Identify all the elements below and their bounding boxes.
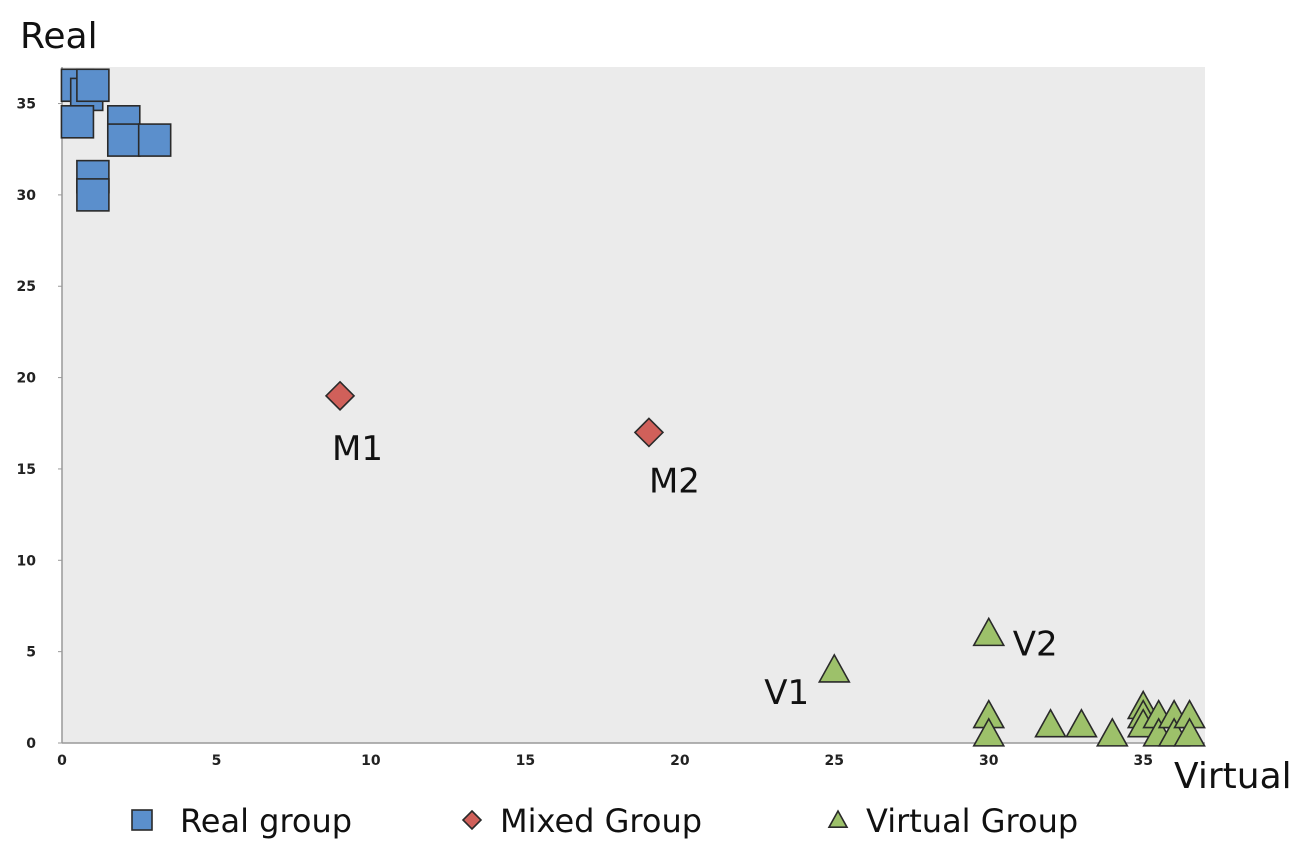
legend-label: Real group	[180, 802, 352, 840]
legend-label: Virtual Group	[866, 802, 1078, 840]
legend-label: Mixed Group	[500, 802, 702, 840]
data-point-square	[137, 123, 172, 157]
data-point-triangle	[1065, 708, 1098, 738]
y-tick-label: 5	[26, 645, 36, 661]
x-tick-label: 25	[825, 753, 844, 769]
y-tick-label: 35	[17, 97, 36, 113]
point-label: M1	[332, 429, 383, 469]
y-tick-label: 10	[17, 553, 37, 569]
x-tick-label: 15	[516, 753, 535, 769]
data-point-square	[76, 68, 110, 103]
data-point-triangle	[972, 616, 1006, 647]
point-label: V2	[1013, 624, 1058, 664]
data-point-triangle	[972, 717, 1006, 747]
point-label: V1	[764, 673, 809, 713]
x-tick-label: 5	[212, 753, 222, 769]
legend-marker-triangle	[827, 809, 849, 829]
y-tick-label: 30	[17, 188, 37, 204]
series-virtual-group	[817, 616, 1206, 747]
series-real-group	[60, 68, 172, 212]
data-point-square	[106, 123, 141, 157]
y-axis-title: Real	[20, 16, 98, 57]
y-tick-label: 20	[17, 371, 37, 387]
data-point-triangle	[1173, 717, 1206, 747]
x-tick-label: 30	[979, 753, 999, 769]
x-tick-label: 10	[361, 753, 381, 769]
data-point-triangle	[1095, 717, 1129, 747]
series-mixed-group	[324, 380, 665, 448]
legend-marker-square	[131, 809, 153, 831]
y-tick-label: 15	[17, 462, 36, 478]
legend-marker-diamond	[461, 809, 483, 831]
data-point-diamond	[633, 417, 665, 448]
y-tick-label: 0	[26, 736, 36, 752]
data-point-square	[76, 178, 110, 212]
x-axis-title: Virtual	[1174, 756, 1292, 797]
data-point-square	[60, 105, 95, 139]
legend: Real group Mixed Group Virtual Group	[131, 802, 1078, 840]
x-tick-label: 20	[670, 753, 690, 769]
x-tick-label: 35	[1133, 753, 1152, 769]
plot-area	[62, 67, 1205, 743]
x-tick-label: 0	[57, 753, 67, 769]
y-tick-label: 25	[17, 279, 36, 295]
data-point-triangle	[817, 653, 851, 683]
data-point-triangle	[1034, 708, 1067, 738]
data-point-diamond	[324, 380, 356, 411]
point-label: M2	[649, 461, 700, 501]
